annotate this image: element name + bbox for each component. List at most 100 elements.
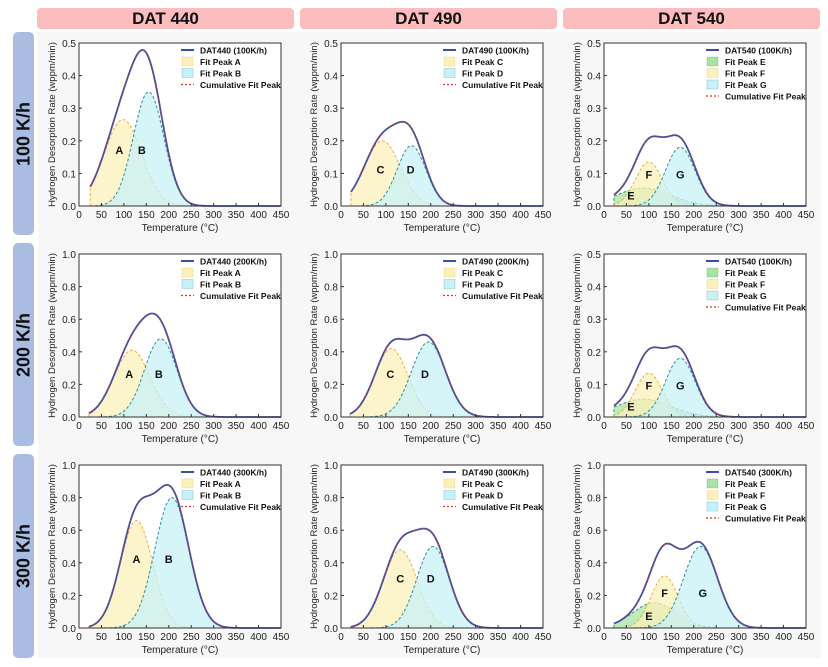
x-tick-label: 0 (76, 421, 82, 432)
peak-label-f: F (646, 169, 653, 181)
legend-label: Cumulative Fit Peak (462, 502, 543, 512)
y-tick-label: 0.0 (324, 413, 338, 424)
legend-label: Fit Peak A (200, 268, 241, 278)
plot-frame (340, 253, 544, 418)
legend-swatch-peak-b (181, 68, 194, 78)
x-tick-label: 150 (400, 421, 417, 432)
legend-swatch-peak-c (443, 56, 456, 67)
fit-peak-c-area (350, 549, 543, 628)
y-tick-label: 0.8 (324, 494, 338, 505)
peak-label-c: C (386, 369, 394, 381)
y-tick-label: 1.0 (62, 461, 76, 472)
legend-swatch-peak-f (706, 68, 719, 78)
y-tick-label: 0.4 (324, 559, 338, 570)
peak-label-e: E (627, 401, 634, 413)
legend-label: DAT540 (300K/h) (725, 468, 792, 478)
x-tick-label: 250 (445, 632, 462, 643)
x-tick-label: 250 (445, 210, 462, 221)
x-tick-label: 150 (138, 632, 155, 643)
y-tick-label: 0.3 (62, 104, 76, 115)
fit-peak-f-area (613, 575, 806, 628)
x-tick-label: 0 (338, 421, 344, 432)
x-tick-label: 350 (490, 421, 507, 432)
x-tick-label: 200 (160, 632, 177, 643)
x-tick-label: 200 (685, 632, 702, 643)
y-axis-label: Hydrogen Desorption Rate (wppm/min) (309, 253, 320, 418)
x-tick-label: 200 (160, 210, 177, 221)
y-tick-label: 0.2 (587, 137, 601, 148)
x-tick-label: 200 (422, 632, 439, 643)
chart-panel-dat540-300: EF G 0 50 100 150 200 250 300 350 400 450 0.0 0.2 0.4 0… (572, 461, 815, 656)
legend-label: Fit Peak B (200, 69, 241, 79)
legend-swatch-peak-d (443, 279, 456, 289)
x-tick-label: 350 (490, 632, 507, 643)
x-tick-label: 100 (378, 210, 395, 221)
legend-swatch-peak-c (443, 478, 456, 489)
peak-label-a: A (132, 554, 140, 566)
fit-peak-c-area (349, 348, 543, 417)
x-tick-label: 350 (753, 421, 770, 432)
x-tick-label: 450 (535, 632, 552, 643)
x-axis-label: Temperature (°C) (667, 645, 744, 656)
fit-peak-g-edge (613, 146, 806, 207)
x-tick-label: 200 (685, 210, 702, 221)
x-tick-label: 400 (775, 210, 792, 221)
y-tick-label: 0.2 (62, 380, 76, 391)
column-header-dat540: DAT 540 (563, 8, 820, 29)
peak-label-b: B (165, 554, 173, 566)
legend-label: Fit Peak D (462, 280, 503, 290)
y-tick-label: 0.4 (62, 559, 76, 570)
x-tick-label: 200 (160, 421, 177, 432)
x-tick-label: 0 (338, 632, 344, 643)
y-tick-label: 0.1 (324, 169, 338, 180)
plot-frame (340, 464, 544, 629)
y-tick-label: 0.0 (324, 202, 338, 213)
y-axis-label: Hydrogen Desorption Rate (wppm/min) (572, 42, 583, 207)
legend-swatch-peak-d (443, 490, 456, 500)
y-tick-label: 0.2 (62, 591, 76, 602)
chart-panel-dat440-100: A B 0 50 100 150 200 250 300 350 400 450 0.0 0.1 0.2 0.… (47, 39, 290, 234)
x-tick-label: 400 (512, 210, 529, 221)
x-tick-label: 50 (96, 421, 108, 432)
peak-label-g: G (698, 588, 707, 600)
x-tick-label: 350 (228, 421, 245, 432)
x-tick-label: 50 (96, 210, 108, 221)
x-tick-label: 150 (400, 210, 417, 221)
x-tick-label: 0 (76, 632, 82, 643)
legend-label: DAT440 (200K/h) (200, 257, 267, 267)
legend-swatch-peak-a (181, 267, 194, 278)
y-tick-label: 0.2 (62, 137, 76, 148)
x-tick-label: 200 (685, 421, 702, 432)
x-tick-label: 350 (753, 632, 770, 643)
row-header-100kh: 100 K/h (13, 32, 34, 235)
legend-label: Fit Peak D (462, 69, 503, 79)
chart-panel-dat440-300: A B 0 50 100 150 200 250 300 350 400 450 0.0 0.2 0.4 0.… (47, 461, 290, 656)
x-tick-label: 450 (535, 421, 552, 432)
column-header-dat490: DAT 490 (300, 8, 557, 29)
y-tick-label: 0.2 (324, 380, 338, 391)
legend-swatch-peak-e (706, 56, 719, 67)
x-axis-label: Temperature (°C) (404, 645, 481, 656)
y-tick-label: 0.6 (587, 526, 601, 537)
x-tick-label: 400 (512, 421, 529, 432)
y-axis-label: Hydrogen Desorption Rate (wppm/min) (309, 464, 320, 629)
x-tick-label: 0 (338, 210, 344, 221)
y-tick-label: 0.4 (62, 348, 76, 359)
peak-label-c: C (396, 573, 404, 585)
y-tick-label: 0.0 (587, 202, 601, 213)
y-tick-label: 0.1 (62, 169, 76, 180)
peak-label-e: E (627, 190, 634, 202)
fit-peak-d-area (350, 145, 543, 206)
legend-label: Cumulative Fit Peak (200, 291, 281, 301)
legend-label: DAT490 (200K/h) (462, 257, 529, 267)
cumulative-fit-line (89, 49, 281, 207)
y-tick-label: 0.3 (324, 104, 338, 115)
y-tick-label: 0.8 (62, 494, 76, 505)
fit-peak-d-area (350, 546, 543, 628)
legend-label: Cumulative Fit Peak (462, 80, 543, 90)
x-tick-label: 300 (467, 421, 484, 432)
x-tick-label: 50 (358, 421, 370, 432)
x-tick-label: 400 (775, 632, 792, 643)
peak-label-g: G (676, 380, 685, 392)
x-tick-label: 150 (663, 210, 680, 221)
